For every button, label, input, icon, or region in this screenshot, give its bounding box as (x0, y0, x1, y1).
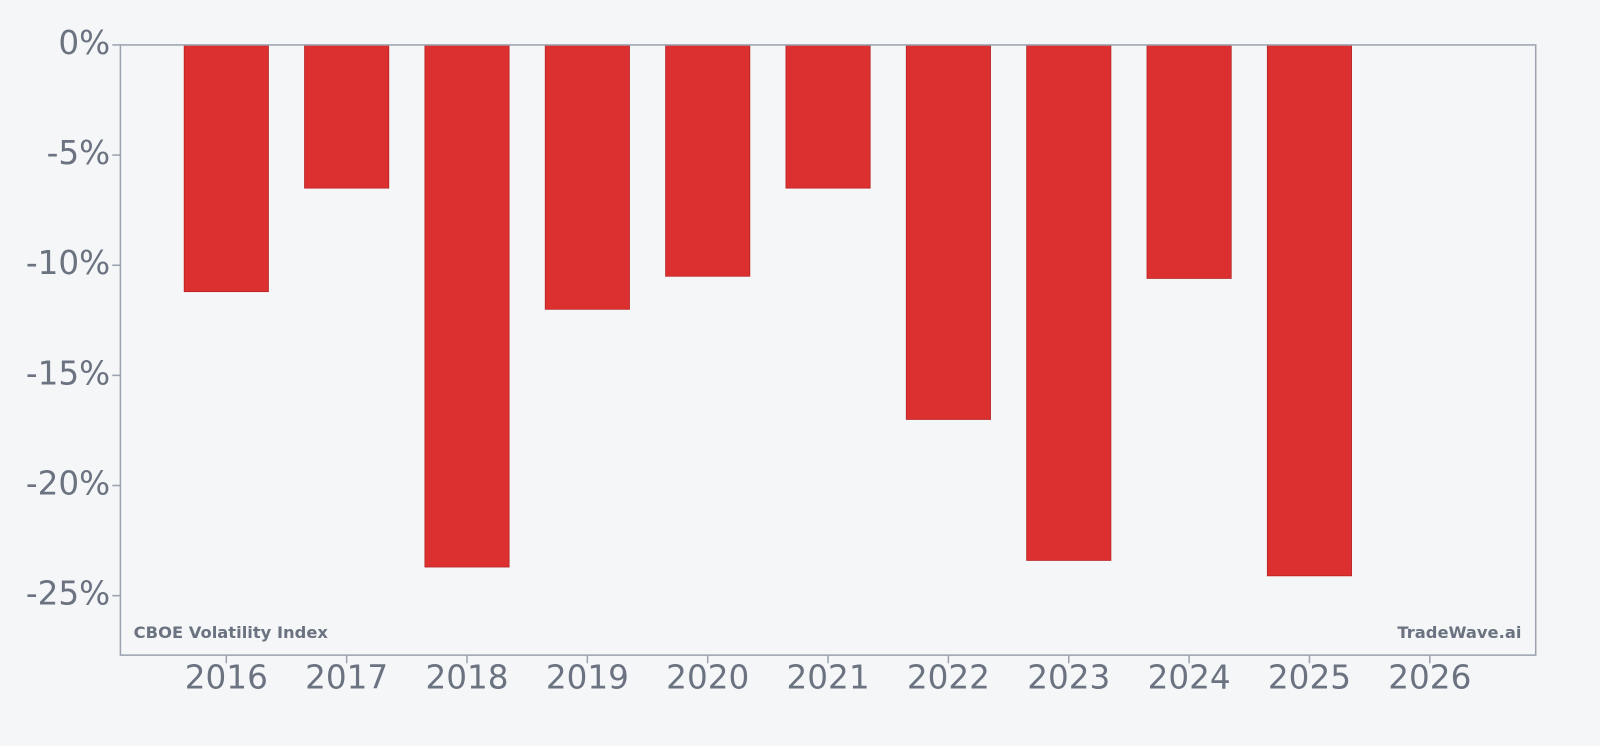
bar (1146, 44, 1232, 279)
y-tick-label: -10% (26, 244, 110, 282)
bar (304, 44, 390, 189)
x-tick-label: 2024 (1148, 659, 1231, 697)
x-tick-label: 2020 (666, 659, 749, 697)
x-tick-label: 2021 (787, 659, 870, 697)
bar (905, 44, 991, 420)
bar (424, 44, 510, 568)
bar (1026, 44, 1112, 561)
plot-frame (119, 44, 1537, 656)
x-tick-label: 2023 (1027, 659, 1110, 697)
bar (183, 44, 269, 293)
x-tick-label: 2016 (185, 659, 268, 697)
x-tick-label: 2019 (546, 659, 629, 697)
bar (1266, 44, 1352, 577)
x-tick-label: 2017 (305, 659, 388, 697)
y-tick-label: -20% (26, 465, 110, 503)
brand-label: TradeWave.ai (1397, 623, 1521, 642)
y-tick-label: -15% (26, 354, 110, 392)
x-tick-label: 2022 (907, 659, 990, 697)
bar (544, 44, 630, 310)
y-tick-label: -25% (26, 575, 110, 613)
y-tick-label: -5% (47, 134, 111, 172)
y-tick-label: 0% (58, 24, 110, 62)
bar (785, 44, 871, 189)
x-tick-label: 2018 (425, 659, 508, 697)
source-label: CBOE Volatility Index (134, 623, 329, 642)
bar (665, 44, 751, 277)
x-tick-label: 2026 (1388, 659, 1471, 697)
x-tick-label: 2025 (1268, 659, 1351, 697)
